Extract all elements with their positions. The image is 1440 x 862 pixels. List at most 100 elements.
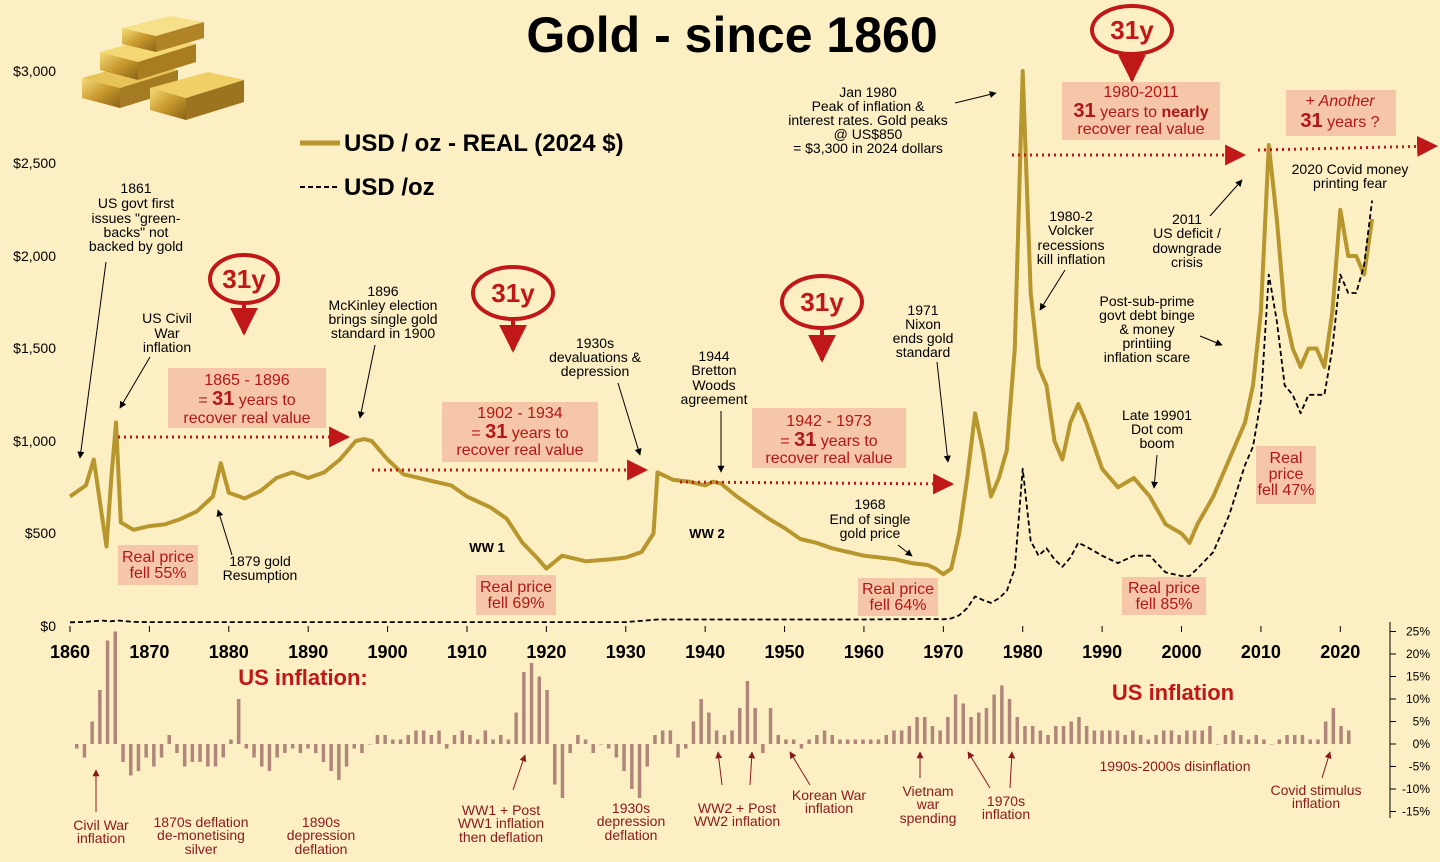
annotation-1968: 1968 End of single gold price <box>830 496 913 557</box>
inflation-bar <box>1246 739 1251 744</box>
inflation-bar <box>1138 735 1143 744</box>
inflation-bar <box>129 744 133 776</box>
inflation-bar <box>445 744 449 749</box>
x-tick-label: 1920 <box>526 642 566 662</box>
inflation-bar <box>637 744 642 798</box>
inflation-bar <box>961 703 965 744</box>
annotation-1980: Jan 1980 Peak of inflation & interest rate… <box>788 84 997 156</box>
inflation-bar <box>1054 726 1058 744</box>
ww1-label: WW 1 <box>469 540 504 555</box>
inflation-tick-label: 20% <box>1406 647 1430 661</box>
inflation-bar <box>807 739 811 744</box>
fell-line: fell 64% <box>870 597 927 614</box>
fell-box-1: Real price fell 55% <box>118 545 198 585</box>
badge-1: 31y <box>208 253 280 336</box>
inflation-bar <box>159 744 164 758</box>
badge-text: 31y <box>1110 15 1154 45</box>
inflation-bar <box>529 663 534 744</box>
inflation-bar <box>545 690 549 744</box>
inflation-bar <box>475 739 480 744</box>
y-tick: $0 <box>40 618 56 634</box>
inflation-bar <box>722 735 727 744</box>
fell-line: Real <box>1270 450 1303 467</box>
inflation-bar <box>252 744 256 758</box>
badge-3: 31y <box>780 274 864 363</box>
annotation-2011: 2011 US deficit / downgrade crisis <box>1152 179 1243 270</box>
box-bold: nearly <box>1161 104 1208 121</box>
inflation-bar <box>791 739 796 744</box>
inflation-bar <box>229 739 233 744</box>
inflation-bar <box>845 739 850 744</box>
fell-box-4: Real price fell 85% <box>1122 577 1206 615</box>
inflation-bar <box>290 744 295 749</box>
box-num: 31 <box>1300 110 1322 132</box>
inflation-bar <box>861 739 865 744</box>
x-tick-label: 2020 <box>1320 642 1360 662</box>
x-tick-label: 1910 <box>447 642 487 662</box>
annotation-1861: 1861 US govt first issues "green-backs" no… <box>77 180 183 459</box>
inflation-bar <box>930 726 935 744</box>
inflation-bar <box>275 744 279 758</box>
inflation-bar <box>915 717 919 744</box>
recovery-arrows <box>118 135 1439 495</box>
fell-line: Real price <box>862 581 934 598</box>
x-tick-label: 1900 <box>368 642 408 662</box>
fell-box-5: Real price fell 47% <box>1256 446 1316 504</box>
inflation-tick-label: -5% <box>1409 760 1431 774</box>
inflation-bar <box>899 730 904 744</box>
inflation-bar <box>884 735 888 744</box>
inflation-bar <box>699 699 703 744</box>
inflation-bar <box>707 712 711 744</box>
y-tick: $1,000 <box>13 433 56 449</box>
inflation-bar <box>591 744 595 753</box>
annotation-covid: 2020 Covid money printing fear <box>1292 161 1409 191</box>
y-tick: $2,500 <box>13 155 56 171</box>
annotation-civil-war: US Civil War inflation <box>119 310 192 409</box>
inflation-bar <box>344 744 349 767</box>
inflation-bar <box>1092 730 1097 744</box>
y-tick: $500 <box>25 525 56 541</box>
inflation-bar <box>768 708 773 744</box>
period-box-5: + Another 31 years ? <box>1286 90 1396 136</box>
y-tick: $2,000 <box>13 248 56 264</box>
inflation-bar <box>969 717 973 744</box>
inflation-bar <box>1154 735 1158 744</box>
badge-text: 31y <box>222 264 266 294</box>
inflation-bar <box>98 690 102 744</box>
series-real-line <box>68 69 1375 577</box>
inflation-bar <box>606 744 611 749</box>
inflation-bar <box>838 739 842 744</box>
x-tick-label: 1980 <box>1003 642 1043 662</box>
inflation-bar <box>499 735 503 744</box>
box-pre: = <box>471 425 485 442</box>
inflation-bar <box>360 744 364 753</box>
inflation-bar <box>738 708 742 744</box>
inflation-bar <box>121 744 125 762</box>
period-box-2: 1902 - 1934 = 31 years to recover real v… <box>442 402 598 462</box>
inflation-bar <box>1061 726 1066 744</box>
box-line: recover real value <box>1077 121 1204 138</box>
box-line: 1865 - 1896 <box>204 372 290 389</box>
inflation-bar <box>1300 735 1305 744</box>
inflation-bar <box>144 744 148 758</box>
annotation-1944: 1944 Bretton Woods agreement <box>681 348 748 473</box>
x-tick-label: 1860 <box>50 642 90 662</box>
gold-bars-icon <box>82 16 244 120</box>
inflation-bar <box>1200 730 1204 744</box>
inflation-bar <box>537 676 541 744</box>
inflation-bar <box>815 735 819 744</box>
series-group <box>68 69 1375 624</box>
inflation-bar <box>113 631 117 744</box>
inflation-bar <box>953 694 958 744</box>
inflation-bar <box>452 735 457 744</box>
inflation-bar <box>437 730 441 744</box>
